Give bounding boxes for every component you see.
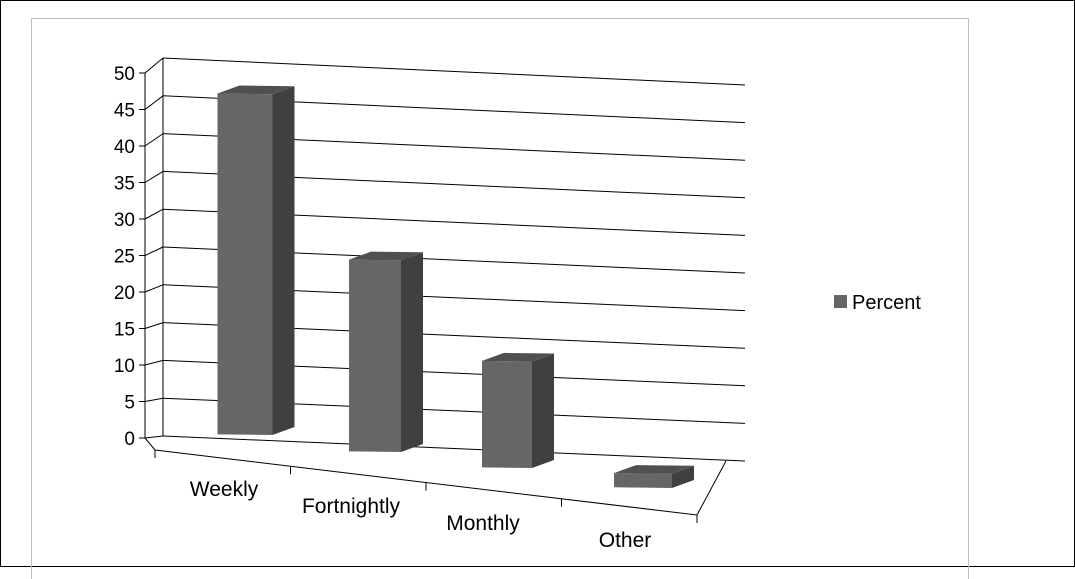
y-tick-label: 20	[114, 283, 135, 304]
side-gridline	[144, 284, 164, 293]
bar-top-face	[349, 251, 423, 261]
y-tick-label: 25	[114, 247, 135, 268]
y-tick-label: 15	[114, 320, 135, 341]
bar-weekly	[217, 85, 295, 435]
bar-monthly	[482, 352, 554, 468]
x-axis-category-labels: Weekly Fortnightly Monthly Other	[190, 478, 652, 552]
x-category-label: Other	[599, 529, 652, 552]
bar-side-face	[532, 353, 554, 468]
column-chart: 0 5 10 15 20 25 30 35 40 45 50 Weekly Fortnightly Mo…	[114, 57, 921, 552]
chart-area-frame	[31, 18, 969, 579]
bar-fortnightly	[349, 251, 423, 452]
side-gridline	[144, 57, 164, 74]
y-tick-label: 50	[114, 64, 135, 85]
y-axis-tick-labels: 0 5 10 15 20 25 30 35 40 45 50	[114, 64, 135, 450]
y-tick-label: 30	[114, 210, 135, 231]
y-tick-label: 40	[114, 137, 135, 158]
x-category-label: Fortnightly	[302, 495, 401, 518]
side-gridline	[144, 133, 164, 147]
legend-swatch-percent	[834, 295, 847, 308]
axes	[139, 58, 727, 523]
bars	[217, 85, 694, 488]
legend: Percent	[834, 292, 921, 314]
side-gridline	[144, 397, 164, 402]
side-gridline	[144, 208, 164, 220]
side-gridline	[144, 359, 164, 366]
legend-label-percent: Percent	[852, 292, 921, 314]
x-category-label: Monthly	[446, 512, 520, 535]
gridline	[162, 435, 746, 462]
side-gridline	[144, 95, 164, 110]
x-category-label: Weekly	[190, 478, 259, 501]
y-tick-label: 0	[124, 429, 135, 450]
bar-other	[614, 465, 694, 488]
bar-side-face	[401, 252, 423, 452]
bar-top-face	[217, 85, 295, 95]
bar-front-face	[349, 259, 401, 452]
y-tick-label: 5	[124, 393, 135, 414]
y-tick-label: 35	[114, 174, 135, 195]
bar-side-face	[272, 86, 295, 435]
bar-top-face	[482, 352, 554, 362]
gridline	[162, 57, 746, 86]
bar-front-face	[482, 360, 532, 468]
bar-top-face	[614, 465, 694, 474]
bar-front-face	[614, 473, 672, 488]
side-gridline	[144, 435, 164, 439]
bar-side-face	[672, 465, 694, 488]
side-gridline	[144, 170, 164, 183]
y-tick-label: 10	[114, 356, 135, 377]
y-tick-label: 45	[114, 101, 135, 122]
bar-front-face	[217, 93, 273, 435]
side-gridline	[144, 322, 164, 329]
side-gridline	[144, 246, 164, 256]
